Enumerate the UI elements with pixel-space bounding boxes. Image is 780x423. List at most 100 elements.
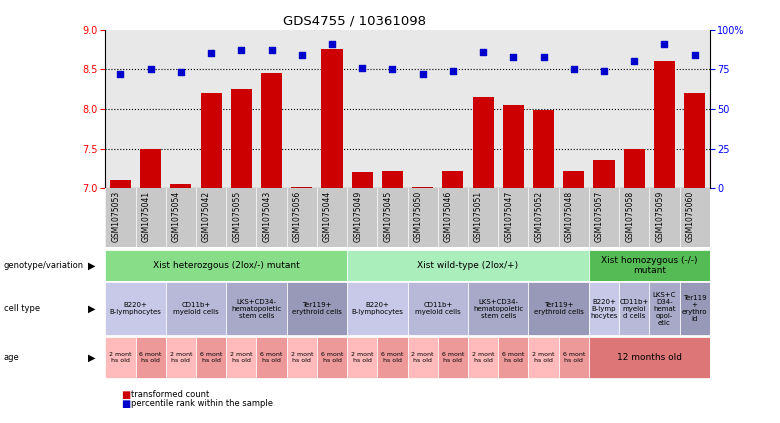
Text: B220+
B-lymphocytes: B220+ B-lymphocytes [351, 302, 403, 315]
Bar [558, 337, 589, 378]
Text: GSM1075043: GSM1075043 [263, 191, 271, 242]
Point [326, 41, 339, 47]
Bar [654, 61, 675, 188]
Bar [352, 173, 373, 188]
Text: 2 mont
hs old: 2 mont hs old [230, 352, 253, 363]
Text: GSM1075059: GSM1075059 [655, 191, 665, 242]
Bar [321, 49, 342, 188]
Bar [105, 250, 347, 281]
Text: GSM1075054: GSM1075054 [172, 191, 181, 242]
Bar [412, 187, 433, 188]
Bar [684, 93, 705, 188]
Point [265, 47, 278, 54]
Bar [200, 93, 222, 188]
Text: transformed count: transformed count [131, 390, 209, 399]
Text: GSM1075044: GSM1075044 [323, 191, 332, 242]
Text: GSM1075056: GSM1075056 [292, 191, 302, 242]
Text: 2 mont
hs old: 2 mont hs old [290, 352, 313, 363]
Text: 2 mont
hs old: 2 mont hs old [109, 352, 132, 363]
Point [597, 68, 610, 74]
Bar [165, 337, 196, 378]
Text: 2 mont
hs old: 2 mont hs old [351, 352, 374, 363]
Bar [291, 187, 312, 188]
Text: Ter119+
erythroid cells: Ter119+ erythroid cells [534, 302, 583, 315]
Text: 2 mont
hs old: 2 mont hs old [532, 352, 555, 363]
Text: ▶: ▶ [88, 352, 96, 363]
Text: 6 mont
hs old: 6 mont hs old [441, 352, 464, 363]
Point [537, 53, 550, 60]
Point [507, 53, 519, 60]
Text: ■: ■ [121, 390, 130, 400]
Bar [529, 283, 589, 335]
Bar [347, 337, 378, 378]
Text: genotype/variation: genotype/variation [4, 261, 84, 270]
Bar [498, 337, 529, 378]
Bar [650, 283, 679, 335]
Bar [165, 283, 226, 335]
Text: age: age [4, 353, 20, 362]
Bar [257, 337, 287, 378]
Text: 6 mont
hs old: 6 mont hs old [140, 352, 161, 363]
Bar [226, 337, 257, 378]
Bar [442, 171, 463, 188]
Point [144, 66, 157, 73]
Text: CD11b+
myeloi
d cells: CD11b+ myeloi d cells [619, 299, 649, 319]
Bar [503, 105, 524, 188]
Point [447, 68, 459, 74]
Text: GSM1075058: GSM1075058 [626, 191, 634, 242]
Point [689, 52, 701, 58]
Bar [468, 283, 529, 335]
Bar [347, 283, 407, 335]
Text: GSM1075060: GSM1075060 [686, 191, 695, 242]
Text: CD11b+
myeloid cells: CD11b+ myeloid cells [173, 302, 219, 315]
Text: ▶: ▶ [88, 304, 96, 314]
Bar [589, 337, 710, 378]
Text: Ter119+
erythroid cells: Ter119+ erythroid cells [292, 302, 342, 315]
Bar [378, 337, 408, 378]
Point [235, 47, 247, 54]
Text: LKS+C
D34-
hemat
opoi-
etic: LKS+C D34- hemat opoi- etic [653, 292, 676, 326]
Bar [589, 250, 710, 281]
Text: GSM1075048: GSM1075048 [565, 191, 574, 242]
Text: 2 mont
hs old: 2 mont hs old [169, 352, 192, 363]
Point [356, 64, 368, 71]
Text: 2 mont
hs old: 2 mont hs old [472, 352, 495, 363]
Point [114, 71, 126, 77]
Text: 6 mont
hs old: 6 mont hs old [562, 352, 585, 363]
Bar [287, 337, 317, 378]
Text: ■: ■ [121, 399, 130, 409]
Point [477, 49, 489, 55]
Point [568, 66, 580, 73]
Bar [136, 337, 165, 378]
Bar [619, 283, 649, 335]
Point [658, 41, 671, 47]
Text: GSM1075050: GSM1075050 [413, 191, 423, 242]
Text: GSM1075055: GSM1075055 [232, 191, 241, 242]
Bar [407, 337, 438, 378]
Bar [468, 337, 498, 378]
Bar [105, 337, 136, 378]
Bar [317, 337, 347, 378]
Text: B220+
B-lymphocytes: B220+ B-lymphocytes [109, 302, 161, 315]
Bar [679, 283, 710, 335]
Bar [226, 283, 287, 335]
Text: percentile rank within the sample: percentile rank within the sample [131, 399, 273, 409]
Text: 6 mont
hs old: 6 mont hs old [261, 352, 282, 363]
Point [205, 50, 218, 57]
Bar [170, 184, 191, 188]
Bar [589, 283, 619, 335]
Text: GDS4755 / 10361098: GDS4755 / 10361098 [283, 15, 427, 28]
Text: GSM1075052: GSM1075052 [534, 191, 544, 242]
Text: LKS+CD34-
hematopoietic
stem cells: LKS+CD34- hematopoietic stem cells [473, 299, 523, 319]
Bar [105, 283, 165, 335]
Text: GSM1075042: GSM1075042 [202, 191, 211, 242]
Bar [261, 73, 282, 188]
Bar [347, 250, 589, 281]
Text: GSM1075046: GSM1075046 [444, 191, 453, 242]
Text: GSM1075045: GSM1075045 [384, 191, 392, 242]
Text: GSM1075047: GSM1075047 [505, 191, 513, 242]
Bar [594, 160, 615, 188]
Bar [140, 148, 161, 188]
Text: GSM1075051: GSM1075051 [474, 191, 483, 242]
Text: GSM1075049: GSM1075049 [353, 191, 362, 242]
